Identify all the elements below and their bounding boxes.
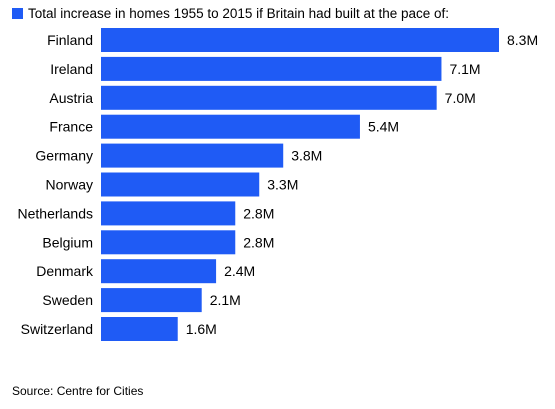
category-labels: Finland Ireland Austria France Germany Norway… [18,32,94,337]
bar-netherlands [101,201,236,226]
category-label-austria: Austria [49,90,93,106]
bar-austria [101,85,437,110]
category-label-sweden: Sweden [42,292,93,308]
bar-norway [101,172,260,197]
value-label-austria: 7.0M [445,90,476,106]
value-label-belgium: 2.8M [243,234,274,250]
bar-ireland [101,56,442,81]
category-label-netherlands: Netherlands [18,205,94,221]
chart-title: Total increase in homes 1955 to 2015 if … [28,5,450,21]
bar-finland [101,28,499,52]
value-label-norway: 3.3M [267,177,298,193]
value-label-denmark: 2.4M [224,263,255,279]
bar-sweden [101,288,202,313]
value-label-sweden: 2.1M [210,292,241,308]
category-label-norway: Norway [46,177,93,193]
chart-legend: Total increase in homes 1955 to 2015 if … [12,5,449,21]
bar-denmark [101,259,217,284]
category-label-switzerland: Switzerland [21,321,93,337]
value-label-ireland: 7.1M [449,61,480,77]
value-labels: 8.3M 7.1M 7.0M 5.4M 3.8M 3.3M 2.8M 2.8M 2.4M 2.1M… [186,32,538,337]
bar-germany [101,143,284,168]
legend-swatch [12,7,23,19]
value-label-finland: 8.3M [507,32,538,48]
category-label-ireland: Ireland [50,61,93,77]
value-label-france: 5.4M [368,119,399,135]
category-label-denmark: Denmark [36,263,94,279]
bar-france [101,114,360,139]
category-label-belgium: Belgium [42,234,93,250]
value-label-netherlands: 2.8M [243,205,274,221]
category-label-germany: Germany [35,148,93,164]
category-label-france: France [49,119,93,135]
bars [101,28,499,341]
chart-source: Source: Centre for Cities [12,384,144,398]
value-label-switzerland: 1.6M [186,321,217,337]
bar-switzerland [101,317,178,341]
bar-belgium [101,230,236,255]
category-label-finland: Finland [47,32,93,48]
value-label-germany: 3.8M [291,148,322,164]
